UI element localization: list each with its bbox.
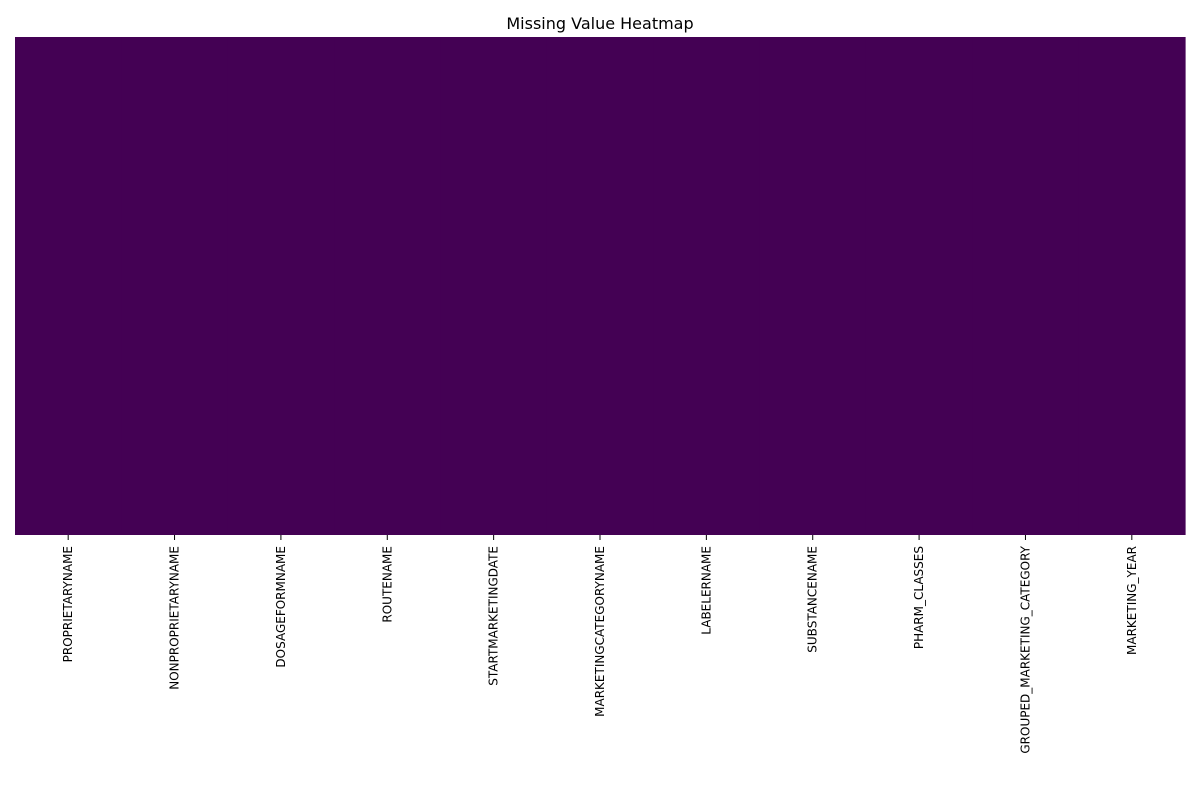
chart-title: Missing Value Heatmap: [506, 14, 693, 33]
heatmap-cell-8: [865, 37, 973, 535]
heatmap-cell-3: [334, 37, 442, 535]
x-tick-label-5: MARKETINGCATEGORYNAME: [593, 546, 607, 717]
x-axis-ticks: PROPRIETARYNAME NONPROPRIETARYNAME DOSAGEF…: [61, 535, 1139, 754]
heatmap-cell-9: [972, 37, 1080, 535]
x-tick-label-0: PROPRIETARYNAME: [61, 546, 75, 662]
heatmap-cell-4: [440, 37, 548, 535]
x-tick-label-7: SUBSTANCENAME: [806, 546, 820, 653]
x-tick-label-8: PHARM_CLASSES: [912, 546, 926, 649]
heatmap-cell-2: [227, 37, 335, 535]
heatmap-cell-1: [121, 37, 229, 535]
x-tick-label-4: STARTMARKETINGDATE: [487, 546, 501, 686]
heatmap-cell-10: [1078, 37, 1186, 535]
heatmap-cell-5: [546, 37, 654, 535]
heatmap-cell-7: [759, 37, 867, 535]
x-tick-label-1: NONPROPRIETARYNAME: [168, 546, 182, 690]
heatmap-cell-6: [653, 37, 761, 535]
x-tick-label-2: DOSAGEFORMNAME: [274, 546, 288, 668]
heatmap-cells: [15, 37, 1186, 535]
x-tick-label-9: GROUPED_MARKETING_CATEGORY: [1018, 545, 1032, 753]
x-tick-label-3: ROUTENAME: [380, 546, 394, 623]
x-tick-label-6: LABELERNAME: [699, 546, 713, 635]
x-tick-label-10: MARKETING_YEAR: [1125, 546, 1139, 655]
heatmap-cell-0: [15, 37, 122, 535]
